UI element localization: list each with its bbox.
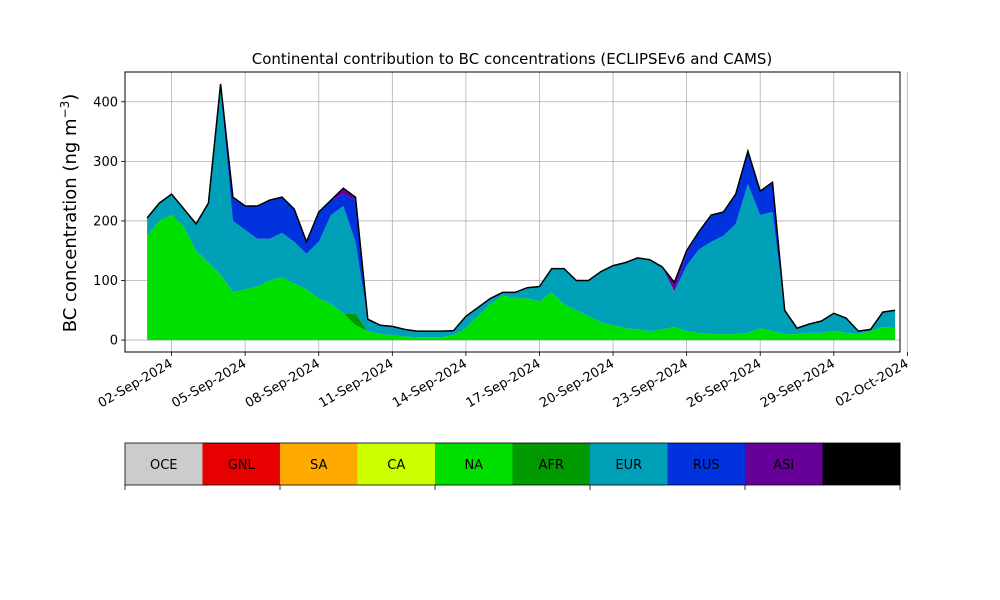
x-tick-label: 23-Sep-2024 <box>611 356 691 411</box>
x-ticks: 02-Sep-202405-Sep-202408-Sep-202411-Sep-… <box>96 352 911 411</box>
y-tick-label: 300 <box>93 155 118 170</box>
x-tick-label: 11-Sep-2024 <box>316 356 396 411</box>
legend-label-oce: OCE <box>150 458 178 473</box>
plot-frame <box>124 71 901 353</box>
legend-swatch-asi <box>745 443 823 485</box>
legend-label-gnl: GNL <box>228 458 256 473</box>
legend-label-na: NA <box>464 458 483 473</box>
y-tick-label: 100 <box>93 274 118 289</box>
legend-label-asi: ASI <box>773 458 794 473</box>
y-tick-label: 0 <box>110 334 118 349</box>
y-axis-label-superscript: −3 <box>58 101 72 119</box>
x-tick-label: 17-Sep-2024 <box>464 356 544 411</box>
x-tick-label: 20-Sep-2024 <box>537 356 617 411</box>
legend-label-rus: RUS <box>693 458 720 473</box>
legend-label-sa: SA <box>310 458 327 473</box>
legend-swatch-rus <box>667 443 746 485</box>
y-tick-label: 400 <box>93 95 118 110</box>
color-legend: OCE GNL SA CA NA AFR EUR RUS ASI AUS <box>124 442 901 490</box>
area-na <box>147 215 896 341</box>
y-ticks: 0 100 200 300 400 <box>93 95 125 349</box>
x-tick-label: 02-Oct-2024 <box>833 356 911 410</box>
legend-swatch-eur <box>590 443 668 485</box>
legend-swatch-ca <box>357 443 436 485</box>
legend-label-eur: EUR <box>615 458 642 473</box>
x-tick-label: 26-Sep-2024 <box>684 356 764 411</box>
legend-swatch-oce <box>125 443 203 485</box>
legend-swatch-sa <box>280 443 358 485</box>
x-tick-label: 08-Sep-2024 <box>243 356 323 411</box>
y-axis-label-text: BC concentration (ng m−3) <box>58 94 81 333</box>
total-line-layer <box>146 83 896 332</box>
x-tick-label: 14-Sep-2024 <box>390 356 470 411</box>
plot-area: 0 100 200 300 400 02-Sep-202405-Sep-202408-S… <box>93 71 911 411</box>
y-tick-label: 200 <box>93 214 118 229</box>
legend-swatch-gnl <box>202 443 281 485</box>
y-axis-label: BC concentration (ng m−3) <box>58 94 81 333</box>
legend-swatch-afr <box>512 443 591 485</box>
x-tick-label: 29-Sep-2024 <box>758 356 838 411</box>
total-line <box>146 83 896 332</box>
x-tick-label: 05-Sep-2024 <box>169 356 249 411</box>
legend-frame <box>124 442 901 486</box>
legend-swatch-aus <box>822 443 901 485</box>
legend-swatch-na <box>435 443 513 485</box>
area-eur <box>147 89 896 338</box>
legend-label-aus: AUS <box>848 458 875 473</box>
area-layer <box>147 83 896 341</box>
legend-label-afr: AFR <box>539 458 564 473</box>
y-axis-label-close: ) <box>60 94 81 101</box>
chart-title: Continental contribution to BC concentra… <box>252 50 773 68</box>
y-axis-label-main: BC concentration (ng m <box>60 118 81 332</box>
legend-label-ca: CA <box>387 458 405 473</box>
x-tick-label: 02-Sep-2024 <box>96 356 176 411</box>
